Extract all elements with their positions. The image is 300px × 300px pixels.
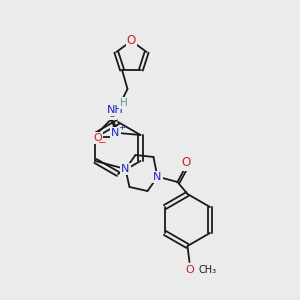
Text: +: +	[118, 124, 125, 133]
Text: N: N	[153, 172, 162, 182]
Text: O: O	[185, 265, 194, 275]
Text: H: H	[120, 98, 128, 108]
Text: CH₃: CH₃	[199, 265, 217, 275]
Text: NH: NH	[107, 105, 124, 115]
Text: N: N	[121, 164, 130, 174]
Text: O: O	[127, 34, 136, 47]
Text: −: −	[98, 138, 106, 148]
Text: O: O	[93, 133, 102, 143]
Text: N: N	[111, 128, 120, 138]
Text: O: O	[182, 157, 191, 169]
Text: O: O	[107, 109, 116, 119]
